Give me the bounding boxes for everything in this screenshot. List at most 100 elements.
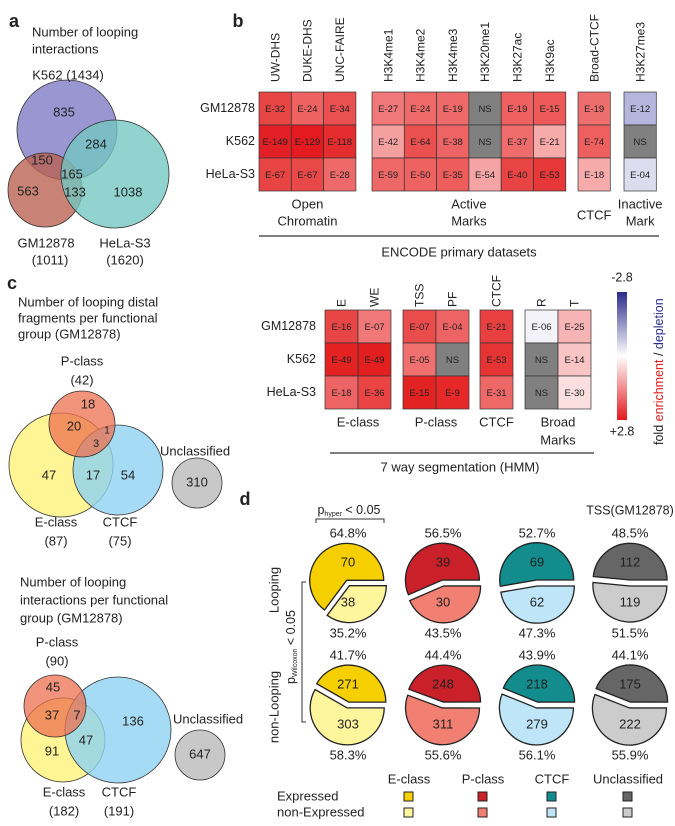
cell-value: E-9	[445, 388, 460, 399]
pie-count-expressed: 175	[619, 676, 641, 691]
pie-pct-non-expressed: 43.5%	[425, 625, 462, 640]
venn-region-count: 150	[31, 152, 53, 167]
venn-title-line: fragments per functional	[18, 310, 158, 325]
set-total: (90)	[45, 653, 68, 668]
pie-slice-non-expressed	[498, 693, 575, 746]
p-subscript: hyper	[324, 511, 342, 518]
pie-slice-expressed	[315, 664, 387, 703]
pie-count-expressed: 69	[530, 554, 544, 569]
heatmap-cell	[577, 157, 611, 192]
venn-region-count: 47	[42, 467, 56, 482]
cell-value: E-06	[531, 322, 551, 333]
heatmap-cell	[479, 375, 514, 410]
column-header: H3K27ac	[511, 33, 525, 82]
cell-value: NS	[478, 104, 491, 115]
colorbar-title-part: depletion	[652, 298, 666, 349]
pie-slice-expressed	[309, 542, 385, 611]
venn-region-count: 17	[86, 467, 100, 482]
pie-count-non-expressed: 279	[526, 716, 548, 731]
pie-pct-non-expressed: 55.9%	[612, 747, 649, 762]
legend-category: Unclassified	[593, 771, 663, 786]
colorbar-title-part: enrichment	[652, 359, 666, 421]
heatmap-cell	[533, 124, 567, 159]
group-label: CTCF	[479, 414, 514, 429]
cell-value: NS	[634, 137, 647, 148]
heatmap-cell	[402, 375, 437, 410]
legend-category: P-class	[462, 771, 505, 786]
cell-value: E-28	[330, 170, 350, 181]
pie-slice-expressed	[407, 664, 482, 703]
set-label-unclassified: Unclassified	[173, 711, 243, 726]
venn-title-line: Number of looping distal	[18, 294, 158, 309]
pie-subtitle: TSS(GM12878)	[586, 503, 674, 517]
pie-count-non-expressed: 119	[620, 594, 641, 609]
p-symbol: p	[284, 677, 298, 684]
pie-pct-expressed: 48.5%	[612, 525, 649, 540]
heatmap-cell	[357, 375, 392, 410]
pie-slice-expressed	[502, 664, 576, 703]
set-label-unclassified: Unclassified	[160, 443, 230, 458]
pie-pct-expressed: 41.7%	[330, 647, 367, 662]
venn-region-count: 37	[45, 707, 59, 722]
pie-count-non-expressed: 62	[530, 594, 544, 609]
venn-circle-unclassified	[171, 457, 223, 509]
cell-value: E-12	[630, 104, 650, 115]
cell-value: E-24	[410, 104, 430, 115]
group-label: Chromatin	[277, 213, 337, 228]
pie-slice-expressed	[595, 664, 669, 703]
cell-value: E-50	[410, 170, 430, 181]
cell-value: E-54	[475, 170, 495, 181]
cell-value: E-42	[378, 137, 398, 148]
cell-value: E-18	[331, 388, 351, 399]
heatmap-cell	[436, 157, 470, 192]
column-header: R	[535, 298, 549, 307]
cell-value: E-05	[409, 355, 429, 366]
cell-value: E-53	[540, 170, 560, 181]
cell-value: E-14	[564, 355, 584, 366]
pie-slice-expressed	[592, 542, 668, 581]
row-label-non-looping: non-Looping	[266, 671, 281, 743]
heatmap-cell	[577, 91, 611, 126]
venn-title-line: group (GM12878)	[20, 610, 123, 625]
row-label-looping: Looping	[266, 567, 281, 613]
cell-value: E-118	[327, 137, 352, 148]
cell-value: E-35	[443, 170, 463, 181]
venn-region-count: 3	[93, 438, 99, 450]
legend-swatch-expressed	[477, 791, 488, 802]
set-label: CTCF	[103, 514, 138, 529]
pie-count-non-expressed: 30	[436, 594, 450, 609]
pie-slice-expressed	[499, 542, 575, 588]
venn-region-count: 1038	[114, 184, 143, 199]
cell-value: E-37	[507, 137, 527, 148]
heatmap-cell	[623, 91, 657, 126]
heatmap-cell	[436, 91, 470, 126]
pie-slice-non-expressed	[309, 688, 385, 746]
venn-a-title-line: Number of looping	[32, 24, 138, 39]
pie-count-non-expressed: 303	[337, 716, 359, 731]
p-threshold: < 0.05	[284, 610, 298, 649]
legend-row-non-expressed: non-Expressed	[277, 804, 364, 819]
heatmap-cell	[468, 91, 502, 126]
pie-count-expressed: 218	[526, 676, 548, 691]
row-label: HeLa-S3	[206, 167, 255, 181]
pie-pct-expressed: 44.1%	[612, 647, 649, 662]
row-label: GM12878	[261, 319, 316, 333]
cell-value: E-04	[630, 170, 650, 181]
p-threshold: < 0.05	[342, 503, 381, 517]
column-header: T	[568, 299, 582, 307]
set-label: E-class	[43, 784, 86, 799]
venn-region-count: 7	[73, 707, 80, 722]
venn-region-count: 133	[64, 184, 86, 199]
row-label: HeLa-S3	[267, 385, 316, 399]
pie-pct-non-expressed: 47.3%	[519, 625, 556, 640]
heatmap-cell	[468, 157, 502, 192]
heatmap-cell	[371, 124, 405, 159]
cell-value: E-38	[443, 137, 463, 148]
heatmap-cell	[500, 91, 534, 126]
pie-count-non-expressed: 222	[619, 716, 641, 731]
column-header: UW-DHS	[268, 33, 282, 82]
legend-swatch-expressed	[403, 791, 414, 802]
heatmap-cell	[623, 157, 657, 192]
heatmap-cell	[557, 342, 592, 377]
venn-region-count: 91	[45, 743, 59, 758]
